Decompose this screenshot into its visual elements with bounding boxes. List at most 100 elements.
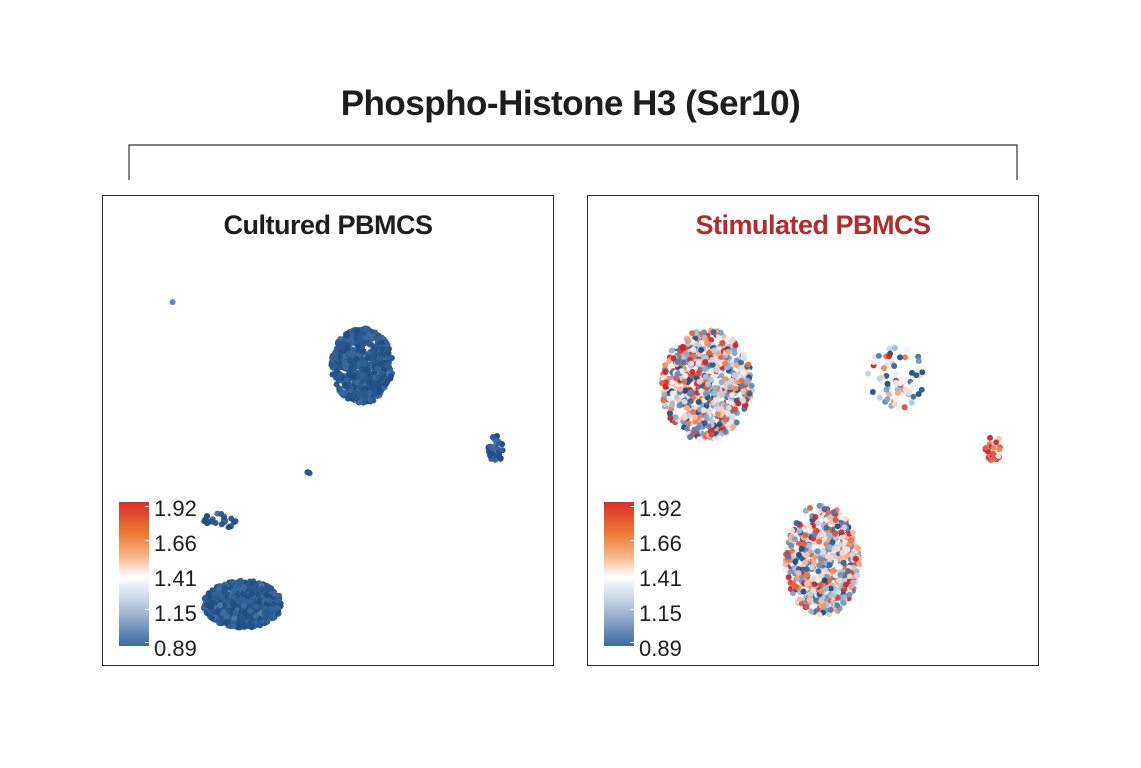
scatter-point <box>729 392 735 399</box>
scatter-point <box>208 604 215 611</box>
scatter-point <box>701 334 708 341</box>
scatter-point <box>703 414 710 420</box>
scatter-point <box>364 355 371 362</box>
scatter-point <box>793 520 800 526</box>
scatter-point <box>231 614 238 621</box>
scatter-point <box>212 608 219 615</box>
scatter-point <box>711 347 718 354</box>
scatter-point <box>856 561 863 568</box>
colorbar-gradient <box>119 502 149 646</box>
scatter-point <box>805 527 811 534</box>
scatter-point <box>820 603 827 609</box>
scatter-point <box>376 389 382 396</box>
scatter-point <box>813 527 820 534</box>
scatter-point <box>823 524 830 531</box>
scatter-point <box>732 342 739 349</box>
scatter-point <box>850 529 857 536</box>
scatter-point <box>987 434 993 441</box>
scatter-point <box>827 532 834 539</box>
scatter-point <box>818 572 825 579</box>
scatter-point <box>816 611 823 618</box>
scatter-point <box>812 514 819 520</box>
scatter-point <box>908 399 915 406</box>
scatter-point <box>306 470 313 477</box>
scatter-point <box>333 345 340 352</box>
scatter-point <box>268 605 275 612</box>
scatter-point <box>667 410 673 417</box>
scatter-point <box>379 346 386 352</box>
scatter-point <box>854 572 861 579</box>
scatter-point <box>662 369 669 375</box>
scatter-point <box>832 530 839 537</box>
scatter-point <box>714 410 721 417</box>
scatter-point <box>785 574 792 581</box>
panel-stimulated: Stimulated PBMCS 1.92 1.66 1.41 1.15 0.8… <box>587 195 1039 666</box>
scatter-point <box>217 602 223 609</box>
scatter-point <box>785 553 792 560</box>
colorbar-tick <box>145 642 151 643</box>
scatter-point <box>685 420 692 427</box>
scatter-point <box>372 359 378 366</box>
scatter-point <box>698 388 705 395</box>
scatter-point <box>662 383 669 390</box>
panel-cultured: Cultured PBMCS 1.92 1.66 1.41 1.15 0.89 <box>102 195 554 666</box>
scatter-point <box>216 589 223 596</box>
scatter-point <box>366 331 373 337</box>
scatter-point <box>834 602 841 609</box>
scatter-point <box>354 327 361 334</box>
scatter-point <box>360 348 367 355</box>
scatter-point <box>903 346 910 353</box>
scatter-point <box>365 379 372 386</box>
scatter-point <box>818 598 825 605</box>
scatter-point <box>839 549 846 556</box>
scatter-point <box>732 372 739 379</box>
scatter-point <box>256 621 263 628</box>
scatter-point <box>332 350 339 357</box>
scatter-point <box>335 338 342 345</box>
scatter-point <box>802 559 809 566</box>
scatter-point <box>348 339 355 346</box>
scatter-point <box>674 358 681 365</box>
scatter-point <box>901 404 908 411</box>
scatter-point <box>679 343 686 350</box>
scatter-point <box>677 386 684 392</box>
colorbar-gradient <box>604 502 634 646</box>
colorbar-tick-label: 1.92 <box>154 496 197 521</box>
scatter-point <box>738 377 745 384</box>
scatter-point <box>886 391 892 398</box>
scatter-point <box>386 345 392 352</box>
scatter-point <box>733 419 740 426</box>
colorbar-tick <box>630 506 636 507</box>
scatter-point <box>711 390 718 397</box>
scatter-point <box>230 593 236 600</box>
scatter-point <box>723 416 730 423</box>
scatter-point <box>682 372 689 379</box>
scatter-point <box>684 351 690 358</box>
scatter-point <box>719 340 726 347</box>
scatter-point <box>689 330 696 337</box>
scatter-point <box>865 370 872 377</box>
scatter-point <box>707 376 714 383</box>
scatter-point <box>803 603 810 610</box>
scatter-point <box>746 390 753 397</box>
scatter-point <box>842 539 848 546</box>
scatter-point <box>692 418 699 425</box>
scatter-point <box>846 573 853 580</box>
scatter-point <box>830 592 837 599</box>
scatter-point <box>256 599 263 606</box>
scatter-point <box>684 425 691 432</box>
scatter-point <box>690 347 697 354</box>
scatter-point <box>814 548 821 555</box>
scatter-point <box>814 520 821 527</box>
scatter-point <box>740 368 747 375</box>
scatter-point <box>496 451 503 458</box>
scatter-point <box>886 353 893 360</box>
scatter-point <box>334 365 341 372</box>
scatter-point <box>385 350 392 357</box>
scatter-point <box>840 559 847 566</box>
scatter-point <box>242 611 249 618</box>
scatter-point <box>818 531 825 538</box>
scatter-point <box>248 624 255 631</box>
scatter-point <box>702 359 709 365</box>
scatter-point <box>216 585 223 592</box>
